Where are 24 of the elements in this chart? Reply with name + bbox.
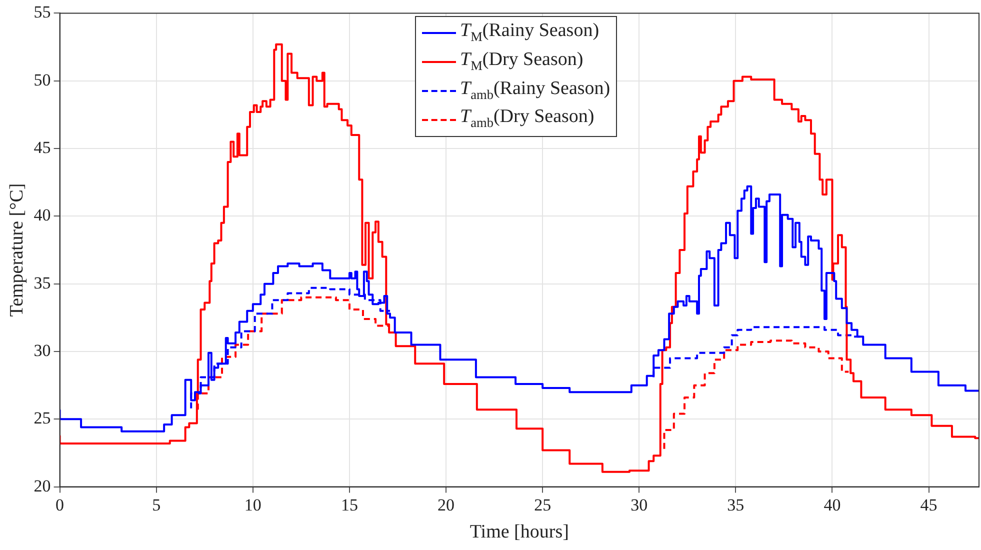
x-axis-title: Time [hours] — [470, 522, 569, 543]
y-axis-title: Temperature [°C] — [6, 183, 28, 317]
y-tick-label: 25 — [34, 408, 51, 428]
legend-label: T$_{M}$(Dry Season) — [460, 48, 584, 75]
x-tick-label: 20 — [438, 495, 455, 514]
x-tick-label: 5 — [152, 495, 161, 514]
y-tick-label: 45 — [34, 138, 51, 157]
y-tick-label: 50 — [34, 70, 51, 90]
x-tick-label: 25 — [534, 495, 552, 514]
legend-label: T$_{amb}$(Dry Season) — [460, 105, 594, 132]
x-tick-label: 15 — [340, 495, 358, 514]
y-tick-label: 40 — [34, 206, 51, 225]
x-tick-label: 30 — [630, 495, 648, 514]
y-tick-label: 20 — [34, 476, 51, 496]
x-tick-label: 10 — [244, 495, 262, 514]
x-tick-label: 40 — [824, 495, 841, 514]
legend-label: T$_{M}$(Rainy Season) — [460, 19, 600, 46]
y-tick-label: 35 — [34, 273, 51, 292]
legend-label: T$_{amb}$(Rainy Season) — [460, 76, 610, 104]
x-tick-label: 45 — [920, 495, 938, 514]
y-tick-label: 55 — [34, 2, 51, 22]
x-tick-label: 35 — [727, 495, 744, 514]
y-tick-label: 30 — [34, 340, 51, 360]
x-tick-label: 0 — [56, 495, 64, 514]
